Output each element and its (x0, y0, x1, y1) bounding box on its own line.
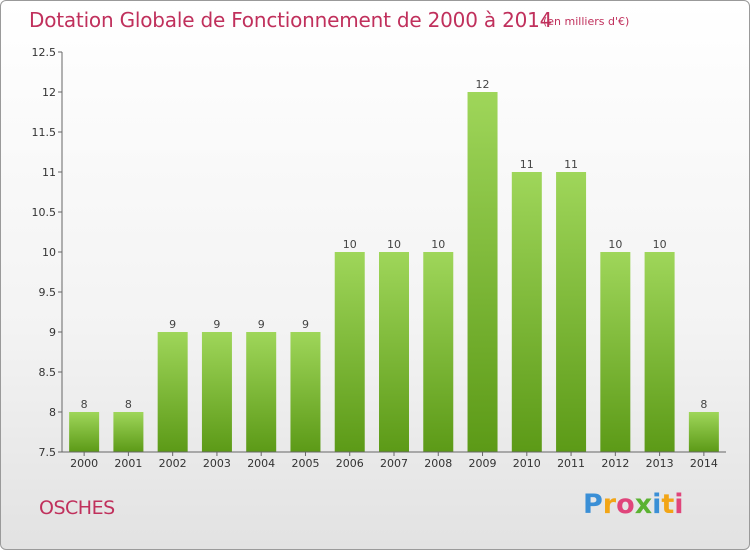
bar-value-label: 10 (431, 238, 445, 251)
x-tick-label: 2008 (424, 457, 452, 470)
y-tick-label: 9.5 (39, 286, 57, 299)
y-tick-label: 11 (42, 166, 56, 179)
bar-value-label: 9 (302, 318, 309, 331)
commune-name: OSCHES (39, 497, 115, 519)
x-tick-label: 2010 (513, 457, 541, 470)
bar-value-label: 12 (476, 78, 490, 91)
x-tick-label: 2007 (380, 457, 408, 470)
bar-2009 (467, 92, 498, 452)
bar-2000 (69, 412, 100, 452)
chart-subtitle: (en milliers d'€) (543, 15, 630, 28)
chart-title: Dotation Globale de Fonctionnement de 20… (29, 8, 553, 32)
y-tick-label: 12.5 (32, 46, 57, 59)
y-tick-label: 11.5 (32, 126, 57, 139)
logo-letter: o (616, 489, 635, 520)
x-tick-label: 2009 (469, 457, 497, 470)
bar-2011 (556, 172, 587, 452)
bar-2004 (246, 332, 277, 452)
bar-value-label: 8 (700, 398, 707, 411)
bar-2010 (511, 172, 542, 452)
bar-2001 (113, 412, 144, 452)
bar-2003 (201, 332, 232, 452)
x-tick-label: 2006 (336, 457, 364, 470)
bar-value-label: 11 (564, 158, 578, 171)
bar-2012 (600, 252, 631, 452)
logo-letter: t (661, 489, 675, 520)
x-tick-label: 2001 (114, 457, 142, 470)
x-tick-label: 2004 (247, 457, 275, 470)
bar-value-label: 9 (258, 318, 265, 331)
x-tick-label: 2000 (70, 457, 98, 470)
bar-value-label: 8 (125, 398, 132, 411)
logo-letter: r (602, 489, 617, 520)
bar-value-label: 8 (81, 398, 88, 411)
bar-value-label: 10 (608, 238, 622, 251)
bar-2008 (423, 252, 454, 452)
x-tick-label: 2012 (601, 457, 629, 470)
logo-letter: i (652, 489, 662, 520)
bar-2013 (644, 252, 675, 452)
logo-letter: x (634, 489, 653, 520)
bar-2005 (290, 332, 321, 452)
x-tick-label: 2014 (690, 457, 718, 470)
y-tick-label: 7.5 (39, 446, 57, 459)
bar-2006 (334, 252, 365, 452)
bar-2007 (379, 252, 409, 452)
x-tick-label: 2002 (159, 457, 187, 470)
x-tick-label: 2011 (557, 457, 585, 470)
bar-value-label: 10 (343, 238, 357, 251)
bar-value-label: 9 (169, 318, 176, 331)
y-tick-label: 8.5 (39, 366, 57, 379)
logo-letter: P (583, 489, 603, 520)
y-tick-label: 10.5 (32, 206, 57, 219)
proxiti-logo: Proxiti (583, 489, 684, 520)
y-tick-label: 10 (42, 246, 56, 259)
bar-2014 (688, 412, 719, 452)
x-tick-label: 2003 (203, 457, 231, 470)
bar-value-label: 10 (387, 238, 401, 251)
y-tick-label: 12 (42, 86, 56, 99)
y-tick-label: 9 (49, 326, 56, 339)
x-tick-label: 2005 (291, 457, 319, 470)
y-tick-label: 8 (49, 406, 56, 419)
bar-value-label: 11 (520, 158, 534, 171)
logo-letter: i (674, 489, 684, 520)
x-tick-label: 2013 (646, 457, 674, 470)
bar-value-label: 10 (653, 238, 667, 251)
bar-value-label: 9 (213, 318, 220, 331)
bar-2002 (157, 332, 188, 452)
